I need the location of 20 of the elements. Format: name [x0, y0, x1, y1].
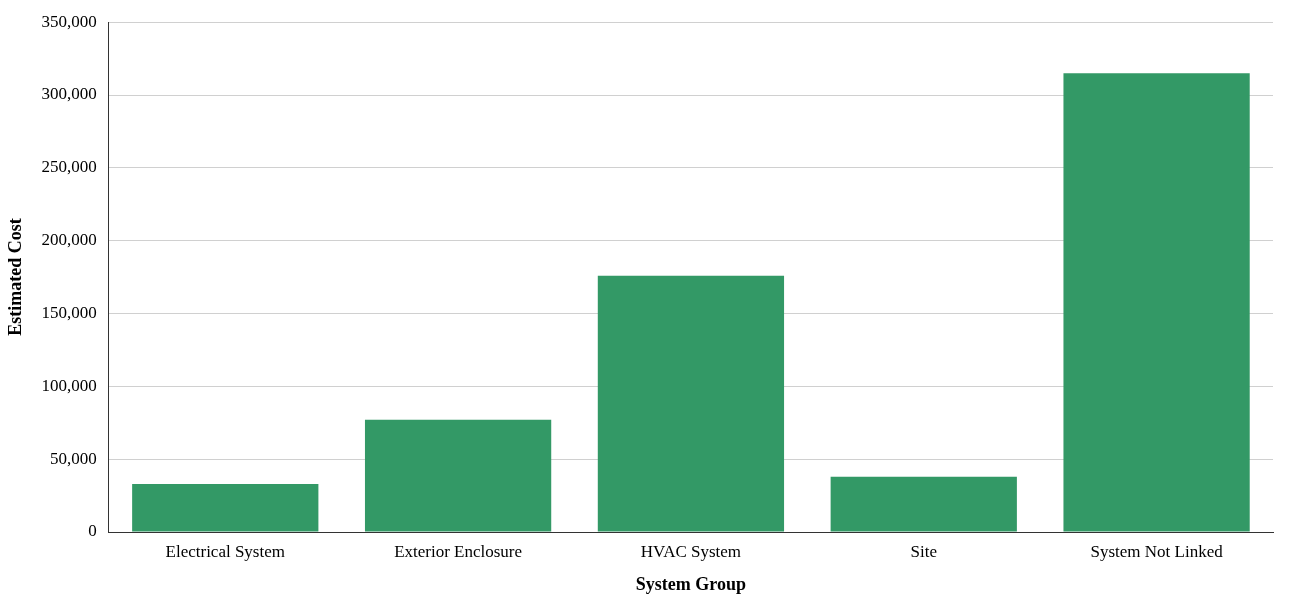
- x-tick-label: System Not Linked: [1090, 541, 1224, 561]
- x-axis-title: System Group: [635, 573, 747, 594]
- y-tick-label: 50,000: [50, 448, 97, 468]
- x-tick-label: HVAC System: [640, 541, 742, 561]
- x-tick-label: Electrical System: [165, 541, 285, 561]
- y-axis-title: Estimated Cost: [5, 218, 26, 336]
- bar: [830, 476, 1017, 532]
- bar: [364, 419, 552, 532]
- x-tick-label: Site: [910, 541, 937, 561]
- y-tick-label: 350,000: [41, 11, 97, 31]
- bar: [1063, 73, 1250, 532]
- y-tick-label: 150,000: [41, 302, 97, 322]
- y-tick-label: 200,000: [41, 230, 97, 250]
- x-tick-label: Exterior Enclosure: [394, 541, 523, 561]
- y-tick-label: 0: [88, 521, 97, 541]
- y-tick-label: 250,000: [41, 157, 97, 177]
- bar: [132, 483, 319, 532]
- y-tick-label: 300,000: [41, 84, 97, 104]
- y-tick-label: 100,000: [41, 375, 97, 395]
- bar: [597, 275, 785, 532]
